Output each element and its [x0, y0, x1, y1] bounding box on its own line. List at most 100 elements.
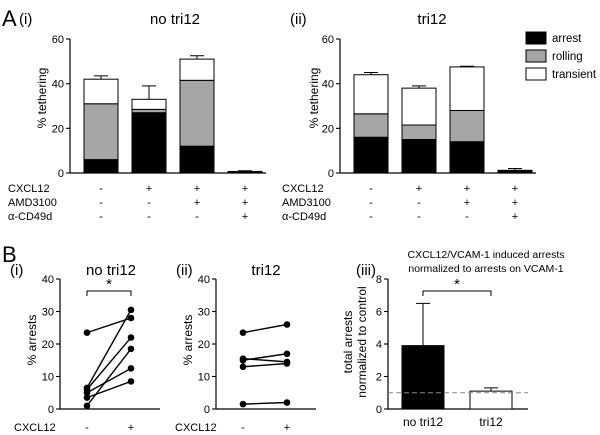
- chart-biii-title-line2: normalized to arrests on VCAM-1: [408, 263, 563, 275]
- chart-bi-point: [127, 378, 135, 385]
- chart-bi-point: [127, 345, 135, 353]
- chart-bi-paired-line: [86, 337, 132, 390]
- chart-ai-ylabel: % tethering: [35, 68, 49, 129]
- chart-bi-point: [83, 329, 91, 336]
- chart-biii-significance-bracket: [422, 290, 492, 296]
- legend-label-rolling: rolling: [552, 51, 583, 63]
- chart-aii-bar-arrest: [401, 139, 437, 174]
- chart-bi-point: [127, 306, 135, 314]
- chart-bi-point: [83, 402, 91, 410]
- chart-biii-significance-star: *: [454, 276, 460, 293]
- legend-swatch-arrest: [525, 31, 547, 45]
- chart-ai-bar-rolling: [131, 108, 167, 114]
- condition-mark: -: [147, 211, 151, 223]
- condition-mark: +: [464, 197, 470, 209]
- chart-aii-bar-transient: [353, 74, 389, 115]
- chart-ai-bar-transient: [83, 78, 119, 105]
- condition-mark: -: [369, 197, 373, 209]
- chart-ai-y-tick-label: 60: [52, 34, 64, 46]
- chart-bii-y-tick-label: 40: [198, 274, 210, 286]
- condition-mark: +: [512, 211, 518, 223]
- chart-biii-y-tick-label: 6: [376, 307, 382, 319]
- chart-ai-y-tick-label: 20: [52, 123, 64, 135]
- chart-biii-y-tick-label: 2: [376, 372, 382, 384]
- chart-bi-y-tick-label: 10: [42, 372, 54, 384]
- cond-label-amd3100: AMD3100: [282, 197, 331, 209]
- chart-biii-bar: [469, 390, 513, 410]
- condition-mark: -: [369, 211, 373, 223]
- chart-biii-bar: [401, 345, 445, 410]
- chart-bii-point: [239, 355, 247, 362]
- chart-aii-bar-rolling: [353, 113, 389, 138]
- chart-bi-condition-mark: +: [128, 422, 134, 434]
- cond-label-cxcl12-bii: CXCL12: [175, 422, 217, 434]
- chart-bi-y-tick-label: 30: [42, 307, 54, 319]
- legend-swatch-rolling: [525, 49, 547, 63]
- condition-mark: -: [147, 197, 151, 209]
- condition-mark: +: [194, 183, 200, 195]
- chart-bii-y-tick-label: 0: [204, 404, 210, 416]
- cond-label-cxcl12: CXCL12: [8, 183, 50, 195]
- chart-bii-point: [239, 363, 247, 371]
- chart-bi-paired-line: [86, 348, 132, 407]
- chart-ai-bar-transient: [131, 98, 167, 110]
- condition-mark: -: [465, 211, 469, 223]
- chart-bii-title: tri12: [251, 262, 280, 279]
- chart-aii-y-tick-label: 40: [322, 79, 334, 91]
- chart-bii-point: [239, 329, 247, 336]
- chart-bi-significance-bracket: [86, 290, 132, 296]
- condition-mark: +: [242, 197, 248, 209]
- chart-aii-title: tri12: [417, 11, 446, 28]
- chart-biii-y-tick-label: 8: [376, 274, 382, 286]
- chart-bii-paired-line: [242, 401, 288, 405]
- chart-bii-paired-line: [242, 362, 288, 368]
- chart-aii-bar-transient: [449, 66, 485, 111]
- condition-mark: +: [512, 197, 518, 209]
- chart-bii-y-tick-label: 30: [198, 307, 210, 319]
- chart-biii-ylabel-line2: normalized to control: [355, 286, 369, 397]
- chart-aii-y-tick-label: 0: [328, 168, 334, 180]
- chart-bii-point: [283, 350, 291, 358]
- chart-biii-category-label: no tri12: [403, 415, 443, 429]
- condition-mark: -: [417, 197, 421, 209]
- cond-label-acd49d: α-CD49d: [282, 211, 326, 223]
- chart-bi-y-tick-label: 0: [48, 404, 54, 416]
- chart-aii-bar-arrest: [353, 136, 389, 174]
- condition-mark: +: [242, 183, 248, 195]
- chart-bii-condition-mark: -: [241, 422, 245, 434]
- chart-bi-paired-line: [86, 367, 132, 394]
- panel-b-ii-label: (ii): [176, 262, 193, 279]
- panel-a-i-label: (i): [19, 11, 32, 28]
- chart-ai-bar-transient: [179, 58, 215, 81]
- chart-biii-category-label: tri12: [479, 415, 503, 429]
- chart-bii-y-tick-label: 10: [198, 372, 210, 384]
- chart-aii-bar-transient: [401, 87, 437, 126]
- chart-ai-bar-arrest: [131, 112, 167, 174]
- chart-ai-bar-rolling: [179, 79, 215, 147]
- chart-aii-bar-rolling: [401, 124, 437, 140]
- chart-biii-y-tick-label: 4: [376, 339, 382, 351]
- chart-bii-paired-line: [242, 357, 288, 363]
- chart-ai-bar-transient: [227, 170, 263, 173]
- condition-mark: -: [99, 197, 103, 209]
- condition-mark: +: [464, 183, 470, 195]
- condition-mark: -: [195, 211, 199, 223]
- panel-b-i-label: (i): [10, 262, 23, 279]
- panel-b-label: B: [2, 242, 17, 267]
- chart-ai-bar-rolling: [83, 103, 119, 161]
- condition-mark: +: [146, 183, 152, 195]
- chart-bii-ylabel: % arrests: [181, 315, 195, 366]
- chart-aii-bar-rolling: [449, 109, 485, 143]
- chart-bi-paired-line: [86, 309, 132, 389]
- legend-swatch-transient: [525, 67, 547, 81]
- chart-bii-point: [283, 321, 291, 328]
- chart-biii-ylabel-line1: total arrests: [341, 311, 355, 374]
- condition-mark: +: [194, 197, 200, 209]
- condition-mark: -: [99, 211, 103, 223]
- chart-bi-point: [83, 384, 91, 392]
- cond-label-acd49d: α-CD49d: [8, 211, 52, 223]
- chart-bii-point: [283, 360, 291, 367]
- chart-bii-point: [283, 399, 291, 406]
- legend-label-arrest: arrest: [552, 33, 582, 45]
